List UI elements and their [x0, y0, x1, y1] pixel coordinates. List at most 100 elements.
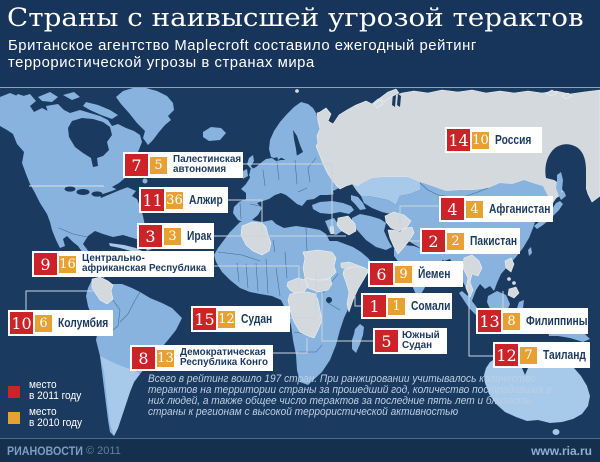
copyright: © 2011	[86, 445, 121, 457]
country-label: 1 1 Сомали	[361, 293, 452, 319]
country-name: Судан	[241, 311, 273, 326]
country-iceland	[203, 127, 226, 141]
leader-south-sudan	[321, 289, 373, 342]
country-label: 11 36 Алжир	[139, 187, 228, 213]
country-name: Россия	[495, 132, 532, 147]
country-name: Южный Судан	[402, 329, 440, 351]
ob-gulf	[392, 93, 401, 107]
country-iran	[352, 214, 392, 250]
rank-2010-box: 36	[166, 191, 183, 209]
rank-2011-box: 6	[370, 263, 393, 285]
country-label: 3 3 Ирак	[137, 223, 214, 249]
rank-2011-box: 11	[141, 189, 164, 211]
leader-somalia	[354, 295, 361, 307]
country-somalia	[342, 266, 370, 313]
rank-2011-box: 4	[441, 198, 464, 220]
rank-2010-box: 13	[157, 349, 174, 367]
country-philippines	[512, 281, 516, 285]
country-madagascar	[352, 324, 364, 353]
country-label: 14 10 Россия	[445, 127, 542, 153]
rank-2011-box: 1	[363, 295, 386, 317]
us-mexico-border	[58, 227, 88, 238]
country-label: 6 9 Йемен	[368, 261, 463, 287]
black-sea	[333, 187, 355, 201]
country-argentina	[100, 356, 140, 436]
rank-2011-box: 3	[139, 225, 162, 247]
country-philippines	[507, 277, 511, 281]
rank-2011-box: 2	[422, 230, 445, 252]
legend-orange-swatch	[8, 412, 20, 424]
leader-drcongo	[273, 338, 308, 354]
country-ireland	[243, 169, 248, 179]
rank-2011-box: 5	[375, 330, 398, 352]
country-uk	[247, 155, 257, 181]
country-denmark	[277, 152, 282, 160]
rank-2011-box: 8	[132, 347, 155, 369]
rank-2010-box: 4	[466, 200, 483, 218]
region-central-asia	[361, 196, 398, 214]
leader-palestine	[243, 163, 333, 228]
europe-borders	[239, 157, 317, 220]
leader-sudan	[290, 272, 317, 319]
rank-2010-box: 1	[388, 297, 405, 315]
country-name: Центрально- африканская Республика	[82, 252, 207, 274]
rank-2011-box: 13	[478, 310, 501, 332]
country-label: 13 8 Филиппины	[476, 308, 588, 334]
footer-bar: РИАНОВОСТИ © 2011 www.ria.ru	[0, 438, 600, 462]
country-label: 8 13 Демократическая Республика Конго	[130, 345, 273, 371]
leader-lines	[25, 163, 504, 357]
country-label: 4 4 Афганистан	[439, 196, 553, 222]
country-name: Йемен	[418, 266, 451, 281]
region-scandinavia	[269, 102, 320, 161]
sea-of-okhotsk	[545, 144, 586, 199]
country-taiwan	[528, 247, 532, 256]
rank-2011-box: 9	[34, 253, 57, 275]
country-australia	[484, 350, 590, 423]
country-colombia	[91, 276, 114, 305]
country-name: Ирак	[187, 228, 212, 243]
legend-2011-label: место в 2011 году	[29, 379, 82, 402]
country-label: 12 7 Таиланд	[493, 342, 590, 368]
caribbean-islands	[109, 243, 159, 256]
rank-2010-box: 12	[218, 310, 235, 328]
ria-novosti-logo: РИАНОВОСТИ	[7, 444, 83, 458]
rank-2011-box: 15	[193, 308, 216, 330]
country-greenland	[116, 88, 174, 145]
legend-2010-label: место в 2010 году	[29, 405, 83, 429]
country-label: 5 Южный Судан	[373, 328, 447, 354]
country-label: 2 2 Пакистан	[420, 228, 520, 254]
country-label: 15 12 Судан	[191, 306, 290, 332]
country-dr-congo	[287, 291, 323, 339]
south-america-borders	[107, 291, 141, 335]
leader-car	[214, 265, 300, 287]
rank-2010-box: 8	[503, 312, 520, 330]
country-label: 9 16 Центрально- африканская Республика	[32, 251, 214, 277]
country-iraq	[336, 215, 357, 236]
site-link[interactable]: www.ria.ru	[531, 444, 592, 458]
great-lakes	[91, 191, 103, 197]
page-subtitle: Британское агентство Maplecroft составил…	[8, 37, 477, 71]
arctic-islands	[12, 92, 118, 141]
leader-algeria	[228, 199, 263, 234]
region-europe	[233, 146, 340, 223]
country-pakistan	[387, 226, 415, 255]
rank-2010-box: 7	[520, 346, 537, 364]
country-philippines	[504, 257, 520, 299]
country-kazakhstan	[352, 177, 432, 205]
country-name: Демократическая Республика Конго	[180, 346, 269, 368]
rank-2010-box: 6	[35, 314, 52, 332]
country-thailand	[462, 254, 483, 298]
country-name: Сомали	[411, 298, 451, 313]
country-turkey	[312, 201, 354, 214]
country-sudan	[302, 249, 337, 283]
country-tasmania	[552, 429, 560, 435]
lake-victoria	[326, 297, 332, 303]
leader-colombia	[25, 290, 93, 310]
country-name: Палестинская автономия	[173, 153, 242, 175]
country-name: Афганистан	[489, 201, 551, 216]
great-lakes	[76, 189, 90, 195]
country-name: Таиланд	[543, 347, 586, 362]
country-name: Алжир	[189, 192, 223, 207]
hudson-bay	[68, 118, 112, 167]
